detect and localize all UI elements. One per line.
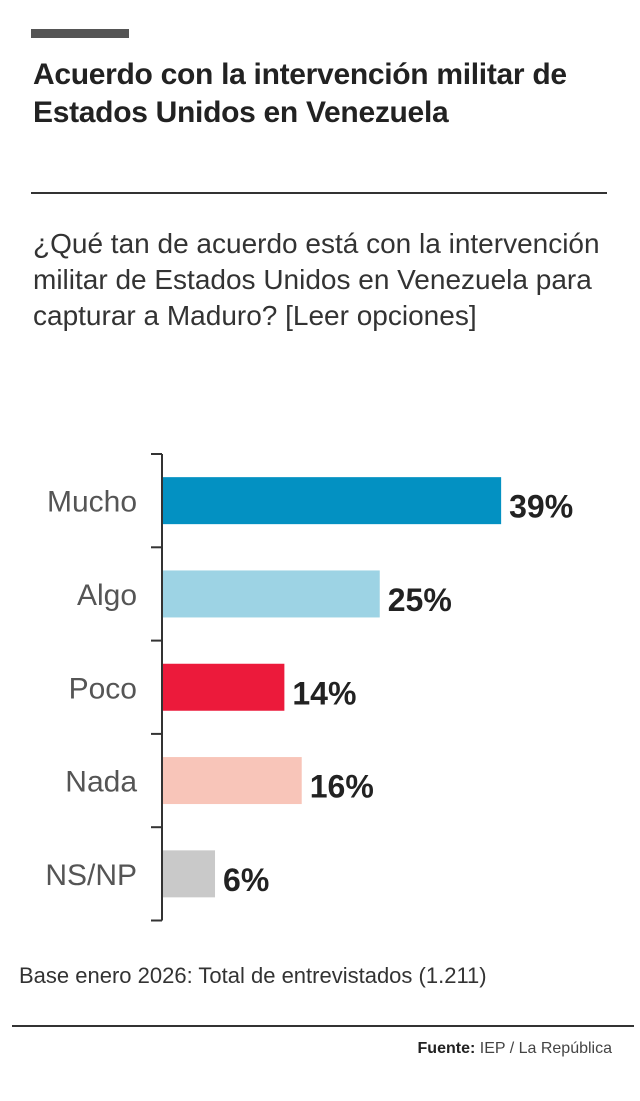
data-label: 39% [509,489,573,525]
bar-chart: Mucho 39% Algo 25% Poco 14% Nada 16% NS/NP 6% [45,453,573,922]
source-label: Fuente: [417,1040,476,1057]
data-label: 16% [310,769,374,805]
bar-poco [163,663,285,711]
divider [31,192,607,194]
divider [12,1025,634,1027]
category-label: NS/NP [45,859,137,892]
data-label: 14% [292,675,356,711]
category-label: Algo [77,579,137,612]
source-value: IEP / La República [479,1040,612,1057]
data-label: 25% [388,582,452,618]
bar-nada [163,757,302,805]
chart-subtitle: ¿Qué tan de acuerdo está con la interven… [33,228,600,331]
category-label: Nada [65,766,137,799]
title-accent-bar [31,29,129,38]
category-label: Poco [69,672,137,705]
chart-title: Acuerdo con la intervención militar de E… [33,58,567,129]
base-note: Base enero 2026: Total de entrevistados … [19,963,487,988]
bar-algo [163,570,380,618]
bar-ns-np [163,850,216,898]
bar-mucho [163,477,502,525]
source-note: Fuente: IEP / La República [418,1040,612,1058]
data-label: 6% [223,862,269,898]
category-label: Mucho [47,486,137,519]
